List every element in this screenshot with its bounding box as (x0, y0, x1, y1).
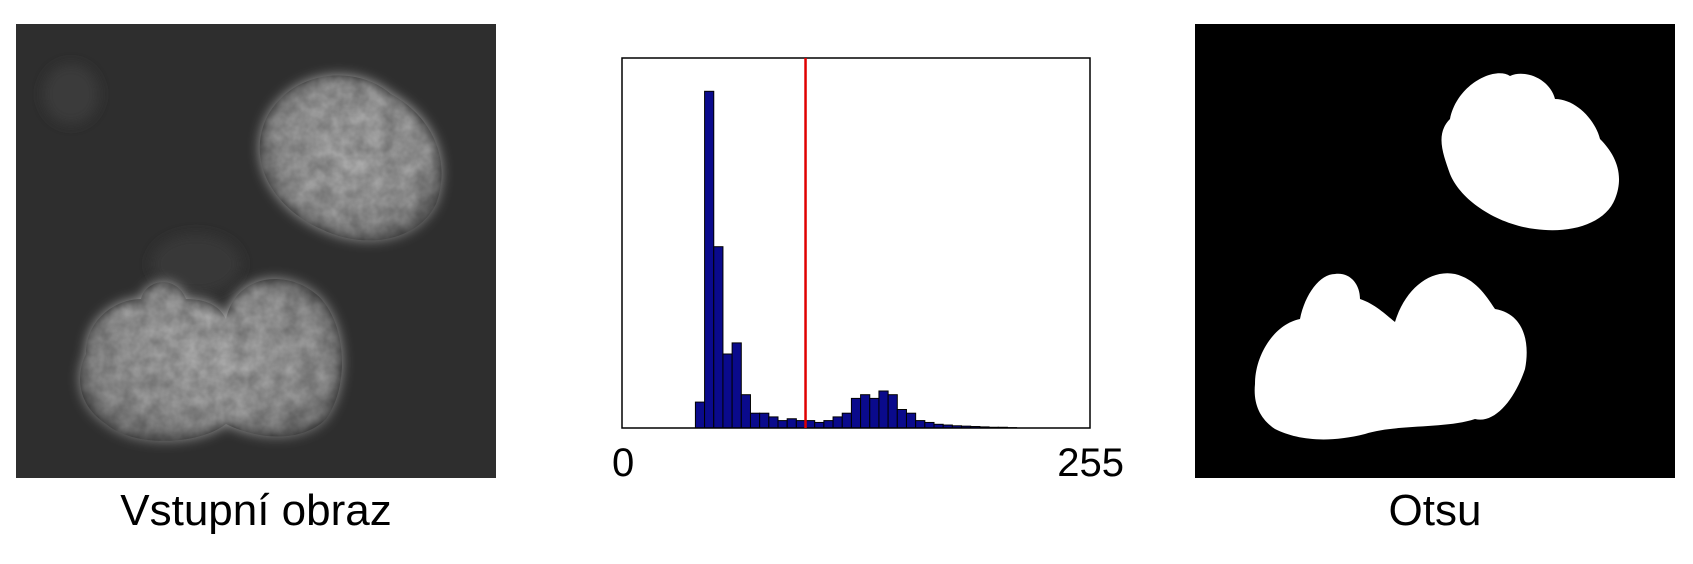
histogram-bar (749, 412, 761, 429)
histogram-bar (896, 409, 907, 429)
otsu-mask-upper (1441, 73, 1620, 231)
x-tick-label-max: 255 (1057, 441, 1124, 485)
histogram-bar (905, 412, 917, 429)
histogram-bar (924, 421, 935, 429)
cell-upper-right (259, 75, 442, 241)
histogram-bar (694, 401, 706, 429)
histogram-bar (814, 421, 825, 429)
histogram-bar (805, 420, 816, 429)
plot-frame (621, 57, 1091, 429)
histogram-bar (795, 420, 807, 429)
histogram-bar (878, 390, 889, 429)
histogram-bar (915, 420, 926, 429)
otsu-result-image (1195, 24, 1675, 478)
histogram-bar (841, 412, 852, 429)
input-image-caption: Vstupní obraz (120, 486, 392, 535)
histogram-bar (722, 353, 733, 429)
histogram-bar (823, 420, 834, 429)
cell-lower-left (80, 279, 343, 441)
histogram-bar (768, 416, 779, 429)
histogram-bar (786, 418, 797, 429)
histogram-bar (731, 342, 742, 429)
input-image (16, 24, 496, 478)
x-tick-label-min: 0 (612, 441, 634, 485)
histogram-bar (713, 246, 724, 429)
histogram-bar (869, 397, 880, 429)
otsu-mask-lower (1254, 273, 1527, 440)
histogram-bar (860, 394, 871, 429)
histogram-bar (759, 412, 770, 429)
histogram-bars (694, 90, 1018, 429)
histogram-bar (704, 90, 715, 429)
histogram-bar (832, 416, 843, 429)
histogram-bar (850, 397, 862, 429)
histogram-bar (777, 420, 788, 429)
histogram-chart: 0 255 (612, 57, 1124, 485)
histogram-bar (740, 394, 751, 429)
otsu-image-caption: Otsu (1388, 486, 1482, 535)
histogram-bar (887, 394, 898, 429)
